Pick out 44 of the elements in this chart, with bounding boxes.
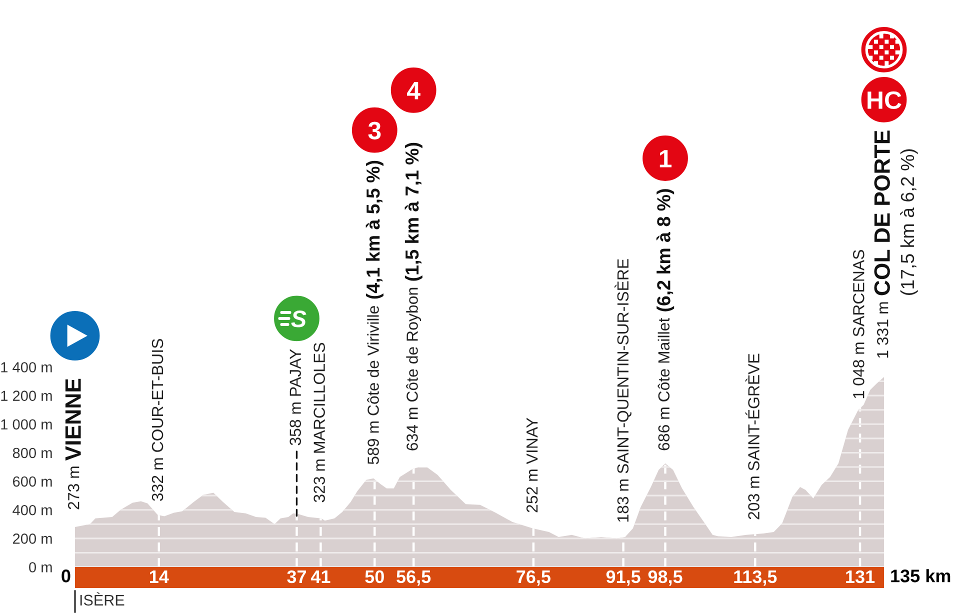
x-tick-label: 37 bbox=[287, 570, 306, 584]
annotation: 686 m Côte Maillet bbox=[658, 318, 670, 450]
annotation: 273 m bbox=[68, 466, 80, 510]
x-tick-label: 56,5 bbox=[396, 570, 431, 586]
annotation: 634 m Côte de Roybon bbox=[406, 288, 422, 450]
annotation: 323 m MARCILLOLES bbox=[314, 342, 325, 502]
text: COL DE PORTE bbox=[874, 130, 890, 296]
annotation: 332 m COUR-ET-BUIS bbox=[152, 339, 164, 501]
y-tick-label: 1 000 m bbox=[1, 419, 52, 430]
x-tick-label: 131 bbox=[846, 570, 875, 584]
annotation: 252 m VINAY bbox=[526, 418, 538, 512]
y-tick-label: 400 m bbox=[12, 504, 52, 516]
text: HC bbox=[868, 91, 902, 110]
y-tick-label: 1 200 m bbox=[1, 390, 52, 401]
annotation: 358 m PAJAY bbox=[290, 349, 302, 446]
text: (1,5 km à 7,1 %) bbox=[404, 142, 422, 281]
ref-line-label: ISÈRE bbox=[80, 592, 124, 606]
y-tick-label: 800 m bbox=[12, 448, 52, 458]
x-tick-label: 76,5 bbox=[516, 570, 551, 586]
text: S bbox=[291, 310, 306, 328]
x-tick-label: 50 bbox=[365, 570, 384, 584]
text: (17,5 km à 6,2 %) bbox=[900, 149, 918, 295]
y-tick-label: 200 m bbox=[12, 534, 52, 544]
x-tick-label: 14 bbox=[150, 570, 169, 583]
x-tick-label: 91,5 bbox=[606, 570, 640, 586]
annotation: 0 bbox=[62, 570, 70, 582]
x-tick-label: 98,5 bbox=[648, 570, 682, 586]
text: 1 bbox=[660, 150, 672, 168]
annotation: 183 m SAINT-QUENTIN-SUR-ISÈRE bbox=[614, 259, 632, 522]
annotation: VIENNE bbox=[65, 378, 81, 461]
text: 4 bbox=[407, 82, 420, 100]
x-tick-label: 41 bbox=[310, 570, 330, 583]
annotation: 589 m Côte de Viriville bbox=[367, 306, 379, 464]
annotation: 1 048 m SARCENAS bbox=[853, 250, 864, 398]
annotation: 135 km bbox=[891, 569, 950, 582]
text: (4,1 km à 5,5 %) bbox=[366, 160, 384, 299]
text: 3 bbox=[368, 122, 381, 140]
text: (6,2 km à 8 %) bbox=[656, 189, 674, 312]
y-tick-label: 1 400 m bbox=[1, 362, 52, 372]
annotation: 203 m SAINT-ÉGRÈVE bbox=[745, 354, 760, 520]
y-tick-label: 0 m bbox=[29, 562, 52, 572]
y-tick-label: 600 m bbox=[12, 476, 52, 487]
annotation: 1 331 m bbox=[876, 302, 888, 358]
x-tick-label: 113,5 bbox=[734, 570, 777, 586]
